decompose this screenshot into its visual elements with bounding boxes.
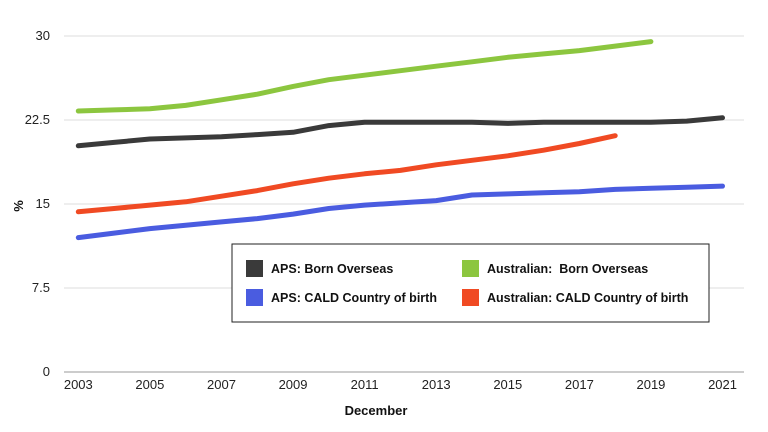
y-tick-label: 7.5 xyxy=(32,280,50,295)
x-tick-label: 2003 xyxy=(64,377,93,392)
x-axis-ticks: 2003 2005 2007 2009 2011 2013 2015 2017 2019 2021 xyxy=(64,377,737,392)
x-tick-label: 2015 xyxy=(493,377,522,392)
y-tick-label: 30 xyxy=(36,28,50,43)
legend: APS: Born Overseas Australian: Born Overs… xyxy=(231,243,710,323)
x-tick-label: 2021 xyxy=(708,377,737,392)
legend-label: APS: CALD Country of birth xyxy=(271,291,437,305)
x-tick-label: 2017 xyxy=(565,377,594,392)
series-line-3 xyxy=(75,183,725,241)
x-tick-label: 2009 xyxy=(279,377,308,392)
legend-label: Australian: CALD Country of birth xyxy=(487,291,688,305)
legend-swatch xyxy=(246,289,263,306)
legend-swatch xyxy=(462,260,479,277)
series-line-4 xyxy=(75,133,618,215)
y-tick-label: 0 xyxy=(43,364,50,379)
y-tick-label: 22.5 xyxy=(25,112,50,127)
x-tick-label: 2013 xyxy=(422,377,451,392)
legend-swatch xyxy=(246,260,263,277)
legend-box xyxy=(231,243,710,323)
legend-label: APS: Born Overseas xyxy=(271,262,393,276)
x-tick-label: 2007 xyxy=(207,377,236,392)
series-line-2 xyxy=(75,39,654,114)
legend-swatch xyxy=(462,289,479,306)
x-axis-title: December xyxy=(345,403,408,418)
y-tick-label: 15 xyxy=(36,196,50,211)
y-axis-title: % xyxy=(11,200,26,212)
legend-label: Australian: Born Overseas xyxy=(487,262,648,276)
x-tick-label: 2011 xyxy=(351,377,379,392)
x-tick-label: 2005 xyxy=(135,377,164,392)
x-tick-label: 2019 xyxy=(636,377,665,392)
series-lines xyxy=(75,39,725,241)
y-axis-ticks: 0 7.5 15 22.5 30 xyxy=(25,28,50,379)
series-line-1 xyxy=(75,115,725,149)
